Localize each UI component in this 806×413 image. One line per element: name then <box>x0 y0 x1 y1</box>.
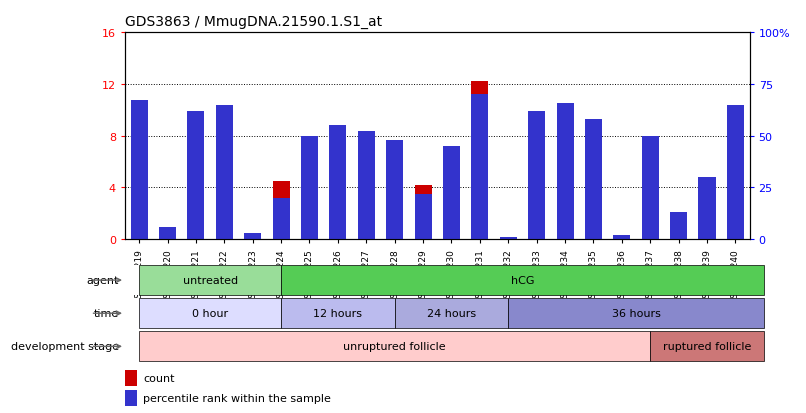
Text: 12 hours: 12 hours <box>314 309 363 318</box>
Bar <box>500 237 517 240</box>
Bar <box>395 299 509 328</box>
Text: agent: agent <box>86 275 118 285</box>
Bar <box>642 136 659 240</box>
Bar <box>216 126 233 240</box>
Bar <box>159 230 176 240</box>
Bar <box>330 126 347 240</box>
Text: ruptured follicle: ruptured follicle <box>663 342 751 351</box>
Bar <box>642 164 659 240</box>
Bar <box>131 102 147 240</box>
Bar <box>613 236 630 240</box>
Bar <box>613 235 630 240</box>
Bar <box>699 178 716 240</box>
Bar <box>272 181 289 240</box>
Bar <box>139 266 281 295</box>
Bar <box>139 299 281 328</box>
Bar <box>528 133 545 240</box>
Text: GDS3863 / MmugDNA.21590.1.S1_at: GDS3863 / MmugDNA.21590.1.S1_at <box>125 15 382 29</box>
Text: 24 hours: 24 hours <box>427 309 476 318</box>
Bar <box>386 140 403 240</box>
Bar <box>650 332 764 361</box>
Bar <box>125 370 137 386</box>
Bar <box>244 233 261 240</box>
Bar <box>670 230 688 240</box>
Bar <box>131 101 147 240</box>
Bar <box>414 185 431 240</box>
Text: time: time <box>93 309 118 318</box>
Bar <box>139 332 650 361</box>
Text: hCG: hCG <box>511 275 534 285</box>
Bar <box>727 131 744 240</box>
Bar <box>358 132 375 240</box>
Bar <box>272 198 289 240</box>
Bar <box>281 299 395 328</box>
Bar <box>216 105 233 240</box>
Bar <box>187 138 205 240</box>
Bar <box>556 122 574 240</box>
Bar <box>443 147 460 240</box>
Bar <box>125 390 137 406</box>
Bar <box>472 95 488 240</box>
Text: unruptured follicle: unruptured follicle <box>343 342 446 351</box>
Text: development stage: development stage <box>10 342 118 351</box>
Bar <box>443 184 460 240</box>
Bar <box>244 235 261 240</box>
Text: untreated: untreated <box>182 275 238 285</box>
Text: count: count <box>143 373 175 383</box>
Bar <box>585 189 602 240</box>
Bar <box>330 193 347 240</box>
Bar <box>187 112 205 240</box>
Text: 36 hours: 36 hours <box>612 309 660 318</box>
Bar <box>414 194 431 240</box>
Bar <box>509 299 764 328</box>
Bar <box>500 237 517 240</box>
Bar <box>358 179 375 240</box>
Bar <box>585 120 602 240</box>
Bar <box>472 82 488 240</box>
Bar <box>727 105 744 240</box>
Bar <box>301 196 318 240</box>
Text: percentile rank within the sample: percentile rank within the sample <box>143 393 331 403</box>
Bar <box>699 193 716 240</box>
Bar <box>386 199 403 240</box>
Bar <box>301 136 318 240</box>
Text: 0 hour: 0 hour <box>192 309 228 318</box>
Bar <box>159 227 176 240</box>
Bar <box>528 112 545 240</box>
Bar <box>556 103 574 240</box>
Bar <box>670 213 688 240</box>
Bar <box>281 266 764 295</box>
